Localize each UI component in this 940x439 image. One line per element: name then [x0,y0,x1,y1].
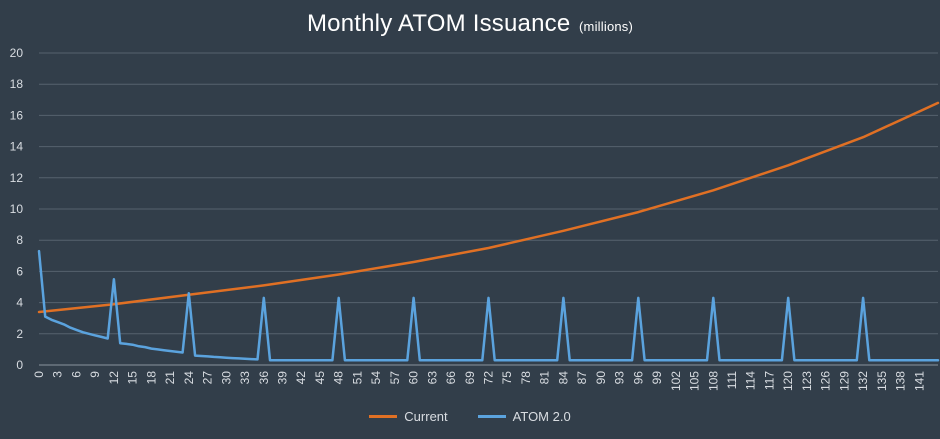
y-tick-label: 12 [10,171,24,185]
x-tick-label: 129 [837,371,851,391]
y-tick-label: 2 [16,327,23,341]
x-tick-label: 9 [88,371,102,378]
x-tick-label: 51 [350,371,364,385]
series-line-atom-2-0 [37,249,940,362]
x-tick-label: 120 [781,371,795,391]
x-tick-label: 66 [444,371,458,385]
x-tick-label: 141 [912,371,926,391]
y-tick-label: 20 [10,46,24,60]
x-tick-label: 90 [594,371,608,385]
x-tick-label: 108 [706,371,720,391]
x-tick-label: 84 [556,371,570,385]
legend-label-current: Current [404,409,448,424]
y-tick-label: 14 [10,140,24,154]
chart-subtitle: (millions) [579,19,634,34]
legend-label-atom-2-0: ATOM 2.0 [512,409,571,424]
x-tick-label: 60 [407,371,421,385]
x-tick-label: 3 [51,371,65,378]
x-tick-label: 93 [613,371,627,385]
x-tick-label: 69 [463,371,477,385]
legend-item-atom-2-0[interactable]: ATOM 2.0 [477,409,571,424]
x-tick-label: 33 [238,371,252,385]
y-tick-label: 18 [10,77,24,91]
x-tick-label: 21 [163,371,177,385]
x-tick-label: 78 [519,371,533,385]
x-tick-label: 48 [332,371,346,385]
x-tick-label: 15 [126,371,140,385]
x-tick-label: 117 [762,371,776,390]
y-tick-label: 8 [16,233,23,247]
y-tick-label: 10 [10,202,24,216]
x-tick-label: 81 [538,371,552,385]
x-tick-label: 132 [856,371,870,391]
x-tick-label: 27 [201,371,215,385]
legend-item-current[interactable]: Current [369,409,448,424]
x-tick-label: 72 [482,371,496,385]
series-line-current [37,101,940,314]
x-tick-label: 12 [107,371,121,385]
x-tick-label: 102 [669,371,683,391]
x-tick-label: 75 [500,371,514,385]
x-tick-label: 105 [688,371,702,391]
y-tick-label: 6 [16,264,23,278]
x-tick-label: 18 [144,371,158,385]
legend-swatch-atom-2-0 [477,415,506,418]
x-tick-label: 30 [219,371,233,385]
y-tick-label: 4 [16,296,23,310]
legend: Current ATOM 2.0 [0,409,940,424]
y-tick-label: 0 [16,358,23,372]
x-tick-label: 138 [894,371,908,391]
x-tick-label: 87 [575,371,589,385]
x-tick-label: 0 [32,371,46,378]
x-tick-label: 24 [182,371,196,385]
x-tick-label: 99 [650,371,664,385]
x-tick-label: 135 [875,371,889,391]
x-tick-label: 63 [425,371,439,385]
x-tick-label: 45 [313,371,327,385]
chart-title: Monthly ATOM Issuance [306,10,571,37]
x-tick-label: 42 [294,371,308,385]
x-tick-label: 39 [275,371,289,385]
x-tick-label: 6 [69,371,83,378]
x-tick-label: 57 [388,371,402,385]
x-tick-label: 123 [800,371,814,391]
x-tick-label: 114 [744,371,758,390]
y-tick-label: 16 [10,108,24,122]
x-tick-label: 111 [725,371,739,390]
x-tick-label: 126 [819,371,833,391]
x-tick-label: 54 [369,371,383,385]
legend-swatch-current [369,415,398,418]
chart-title-block: Monthly ATOM Issuance (millions) [0,10,940,38]
x-tick-label: 96 [631,371,645,385]
x-tick-label: 36 [257,371,271,385]
